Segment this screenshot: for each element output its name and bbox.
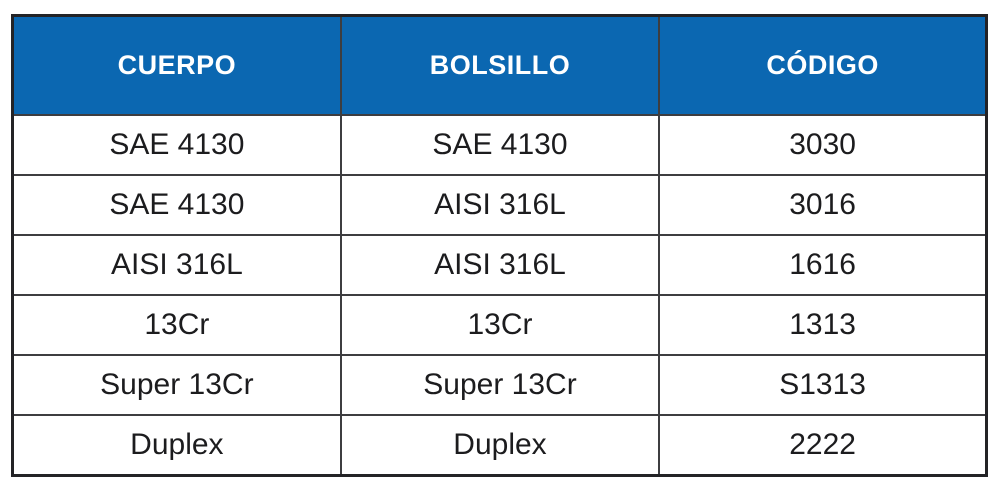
cell-codigo: 3030 [658, 114, 988, 176]
cell-bolsillo: 13Cr [339, 294, 661, 356]
cell-cuerpo: Super 13Cr [11, 354, 342, 416]
cell-codigo: 3016 [658, 174, 988, 236]
header-cell-bolsillo: BOLSILLO [339, 14, 661, 116]
cell-codigo: S1313 [658, 354, 988, 416]
cell-codigo: 1313 [658, 294, 988, 356]
cell-codigo: 1616 [658, 234, 988, 296]
cell-cuerpo: SAE 4130 [11, 114, 342, 176]
header-cell-cuerpo: CUERPO [11, 14, 342, 116]
materials-code-table: CUERPO BOLSILLO CÓDIGO SAE 4130 SAE 4130… [11, 14, 988, 477]
cell-cuerpo: Duplex [11, 414, 342, 477]
cell-cuerpo: AISI 316L [11, 234, 342, 296]
table-row: AISI 316L AISI 316L 1616 [11, 234, 988, 296]
cell-bolsillo: Duplex [339, 414, 661, 477]
cell-cuerpo: 13Cr [11, 294, 342, 356]
table-row: Super 13Cr Super 13Cr S1313 [11, 354, 988, 416]
header-cell-codigo: CÓDIGO [658, 14, 988, 116]
cell-bolsillo: AISI 316L [339, 234, 661, 296]
table-row: Duplex Duplex 2222 [11, 414, 988, 477]
table-header-row: CUERPO BOLSILLO CÓDIGO [11, 14, 988, 116]
cell-bolsillo: Super 13Cr [339, 354, 661, 416]
cell-bolsillo: SAE 4130 [339, 114, 661, 176]
cell-bolsillo: AISI 316L [339, 174, 661, 236]
cell-cuerpo: SAE 4130 [11, 174, 342, 236]
table-row: SAE 4130 AISI 316L 3016 [11, 174, 988, 236]
table-row: SAE 4130 SAE 4130 3030 [11, 114, 988, 176]
table-row: 13Cr 13Cr 1313 [11, 294, 988, 356]
cell-codigo: 2222 [658, 414, 988, 477]
